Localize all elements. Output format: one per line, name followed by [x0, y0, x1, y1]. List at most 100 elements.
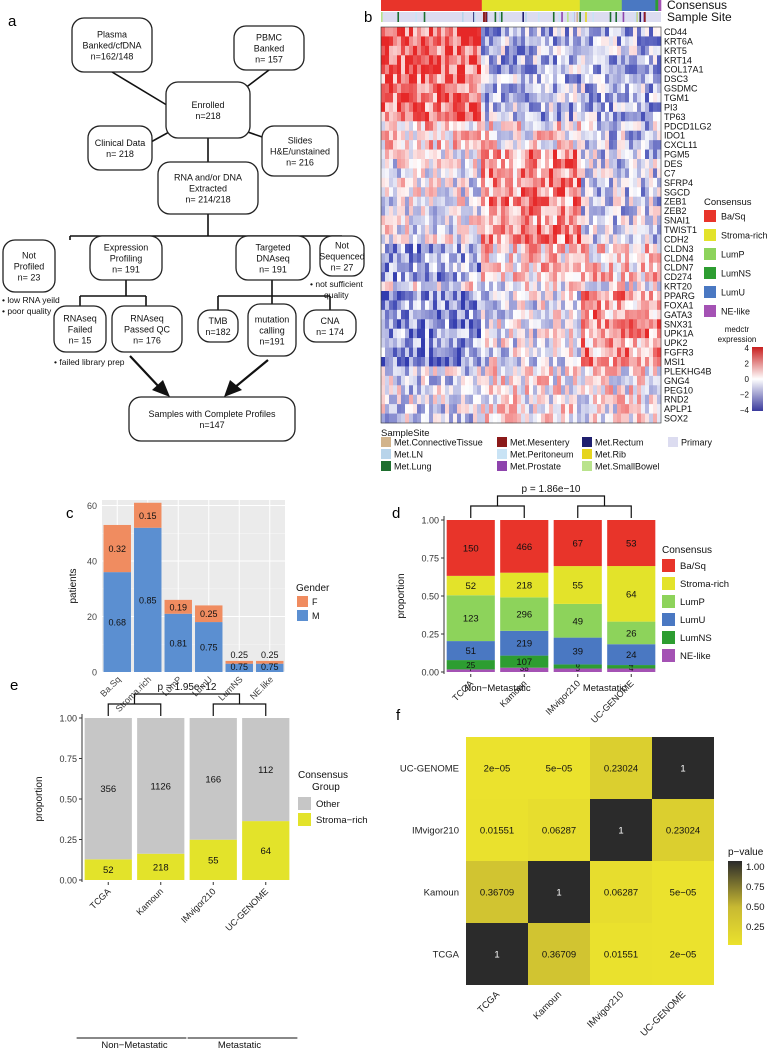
heatmap-cell [601, 27, 606, 37]
heatmap-cell [621, 64, 626, 75]
legend-swatch [662, 559, 675, 572]
heatmap-cell [465, 206, 470, 216]
heatmap-cell [389, 74, 394, 84]
bar-value-label: 0.32 [108, 544, 126, 554]
heatmap-cell [441, 366, 446, 377]
bar-segment [500, 630, 549, 656]
heatmap-cell [561, 366, 566, 377]
heatmap-cell [429, 357, 434, 367]
heatmap-cell [561, 413, 566, 424]
heatmap-cell [417, 159, 422, 169]
heatmap-cell [481, 413, 486, 424]
heatmap-cell [649, 309, 654, 320]
heatmap-cell [461, 281, 466, 292]
heatmap-cell [621, 196, 626, 207]
heatmap-cell [385, 130, 390, 141]
heatmap-cell [537, 328, 542, 339]
heatmap-cell [465, 140, 470, 150]
heatmap-cell [437, 309, 442, 320]
heatmap-cell [581, 45, 586, 56]
heatmap-cell [469, 291, 474, 301]
heatmap-cell [645, 140, 650, 150]
heatmap-cell [617, 187, 622, 197]
heatmap-cell [569, 102, 574, 113]
heatmap-cell [601, 394, 606, 405]
heatmap-cell [613, 272, 618, 282]
heatmap-cell [653, 328, 658, 339]
heatmap-cell [401, 168, 406, 179]
heatmap-cell [633, 413, 638, 424]
heatmap-cell [541, 404, 546, 414]
heatmap-cell [597, 206, 602, 216]
heatmap-cell [473, 159, 478, 169]
heatmap-cell [633, 225, 638, 235]
bar-count-label: 55 [572, 580, 583, 591]
heatmap-cell [397, 413, 402, 424]
heatmap-cell [449, 74, 454, 84]
heatmap-cell [637, 243, 642, 254]
heatmap-cell [485, 281, 490, 292]
heatmap-cell [577, 187, 582, 197]
heatmap-cell [645, 45, 650, 56]
heatmap-cell [629, 253, 634, 263]
heatmap-cell [593, 404, 598, 414]
heatmap-cell [521, 404, 526, 414]
heatmap-cell [605, 225, 610, 235]
heatmap-cell [641, 140, 646, 150]
heatmap-cell [501, 149, 506, 160]
heatmap-cell [445, 357, 450, 367]
heatmap-cell [389, 111, 394, 122]
heatmap-cell [413, 262, 418, 273]
consensus-track-segment [481, 0, 581, 11]
heatmap-cell [653, 45, 658, 56]
heatmap-cell [401, 375, 406, 386]
heatmap-cell [657, 111, 662, 122]
heatmap-cell [441, 319, 446, 329]
heatmap-cell [605, 375, 610, 386]
heatmap-cell [549, 291, 554, 301]
gene-label: GNG4 [664, 376, 690, 386]
heatmap-cell [533, 45, 538, 56]
heatmap-cell [625, 55, 630, 65]
heatmap-cell [485, 74, 490, 84]
heatmap-cell [477, 177, 482, 188]
heatmap-cell [477, 243, 482, 254]
heatmap-cell [437, 413, 442, 424]
bar-segment-f [256, 660, 284, 664]
heatmap-cell [497, 196, 502, 207]
heatmap-cell [473, 111, 478, 122]
heatmap-cell [393, 102, 398, 113]
heatmap-cell [577, 366, 582, 377]
heatmap-cell [401, 159, 406, 169]
heatmap-cell [645, 243, 650, 254]
heatmap-cell [605, 366, 610, 377]
heatmap-cell [501, 102, 506, 113]
heatmap-cell [449, 357, 454, 367]
heatmap-cell [489, 36, 494, 47]
heatmap-cell [457, 300, 462, 311]
heatmap-cell [617, 243, 622, 254]
heatmap-cell [529, 83, 534, 94]
heatmap-cell [417, 375, 422, 386]
heatmap-cell [389, 366, 394, 377]
heatmap-cell [469, 394, 474, 405]
heatmap-cell [641, 64, 646, 75]
heatmap-cell [645, 130, 650, 141]
heatmap-cell [481, 319, 486, 329]
heatmap-cell [641, 328, 646, 339]
heatmap-cell [553, 74, 558, 84]
heatmap-cell [509, 357, 514, 367]
consensus-legend-title: Consensus [704, 197, 752, 208]
heatmap-cell [397, 93, 402, 103]
heatmap-cell [421, 347, 426, 358]
heatmap-cell [537, 36, 542, 47]
heatmap-cell [465, 177, 470, 188]
heatmap-cell [473, 74, 478, 84]
heatmap-cell [613, 291, 618, 301]
heatmap-cell [597, 234, 602, 245]
heatmap-cell [537, 281, 542, 292]
heatmap-cell [605, 159, 610, 169]
heatmap-cell [657, 375, 662, 386]
heatmap-cell [589, 413, 594, 424]
heatmap-cell [461, 130, 466, 141]
